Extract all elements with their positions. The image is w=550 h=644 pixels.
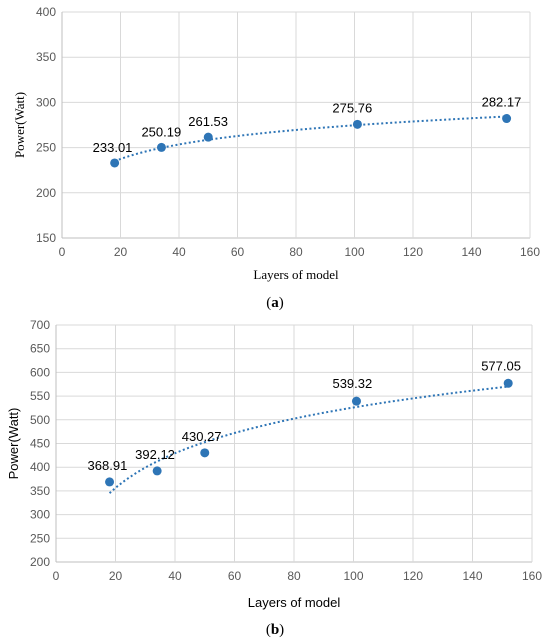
data-point — [156, 142, 166, 152]
data-label: 233.01 — [93, 140, 133, 155]
x-tick-label: 100 — [343, 569, 363, 583]
x-tick-label: 100 — [344, 245, 364, 259]
y-tick-label: 600 — [30, 365, 50, 379]
data-label: 430.27 — [182, 429, 222, 444]
data-label: 282.17 — [482, 95, 522, 110]
y-tick-label: 350 — [36, 50, 56, 64]
data-label: 392.12 — [135, 447, 175, 462]
panel-letter: b — [271, 622, 279, 638]
data-point — [503, 378, 513, 388]
y-tick-label: 650 — [30, 342, 50, 356]
data-label: 577.05 — [481, 358, 521, 373]
x-tick-label: 160 — [522, 569, 542, 583]
x-tick-label: 60 — [228, 569, 242, 583]
data-point — [105, 477, 115, 487]
panel-caption: (b) — [266, 622, 284, 638]
x-tick-label: 80 — [287, 569, 301, 583]
data-label: 368.91 — [88, 458, 128, 473]
x-tick-label: 80 — [289, 245, 303, 259]
x-tick-label: 40 — [172, 245, 186, 259]
x-tick-label: 0 — [53, 569, 60, 583]
data-label: 250.19 — [141, 124, 181, 139]
x-tick-label: 140 — [462, 569, 482, 583]
chart-a: 150 200 250 300 350 400 0 20 40 60 80 100 120 140 160 2… — [12, 5, 540, 311]
data-label: 539.32 — [332, 376, 372, 391]
x-axis-title: Layers of model — [253, 267, 339, 282]
panel-caption: (a) — [266, 295, 284, 311]
y-tick-label: 400 — [36, 5, 56, 19]
data-point — [203, 132, 213, 142]
y-tick-label: 300 — [30, 508, 50, 522]
y-tick-label: 400 — [30, 460, 50, 474]
data-point — [110, 158, 120, 168]
x-tick-label: 120 — [403, 245, 423, 259]
data-point — [502, 114, 512, 124]
x-tick-label: 40 — [168, 569, 182, 583]
x-tick-label: 160 — [520, 245, 540, 259]
trendline — [108, 385, 509, 494]
x-tick-label: 120 — [403, 569, 423, 583]
panel-letter: a — [271, 295, 279, 311]
y-tick-label: 350 — [30, 484, 50, 498]
y-tick-label: 150 — [36, 231, 56, 245]
y-axis-title: Power(Watt) — [6, 408, 21, 480]
y-tick-label: 700 — [30, 318, 50, 332]
y-tick-label: 500 — [30, 413, 50, 427]
x-tick-label: 0 — [59, 245, 66, 259]
x-tick-label: 60 — [231, 245, 245, 259]
data-point — [351, 396, 361, 406]
data-point — [200, 448, 210, 458]
y-tick-label: 200 — [30, 555, 50, 569]
x-tick-label: 20 — [109, 569, 123, 583]
x-tick-label: 140 — [461, 245, 481, 259]
chart-b: 200 250 300 350 400 450 500 550 600 650 700 0 20 40 60… — [6, 318, 542, 638]
y-tick-label: 550 — [30, 389, 50, 403]
x-axis-title: Layers of model — [248, 595, 341, 610]
data-label: 275.76 — [332, 100, 372, 115]
y-axis-title: Power(Watt) — [12, 92, 27, 158]
y-tick-label: 250 — [30, 531, 50, 545]
trendline — [114, 115, 507, 163]
y-tick-label: 200 — [36, 186, 56, 200]
data-point — [152, 466, 162, 476]
y-tick-label: 450 — [30, 437, 50, 451]
data-label: 261.53 — [188, 114, 228, 129]
y-tick-label: 250 — [36, 141, 56, 155]
y-tick-label: 300 — [36, 95, 56, 109]
data-point — [352, 119, 362, 129]
x-tick-label: 20 — [114, 245, 128, 259]
